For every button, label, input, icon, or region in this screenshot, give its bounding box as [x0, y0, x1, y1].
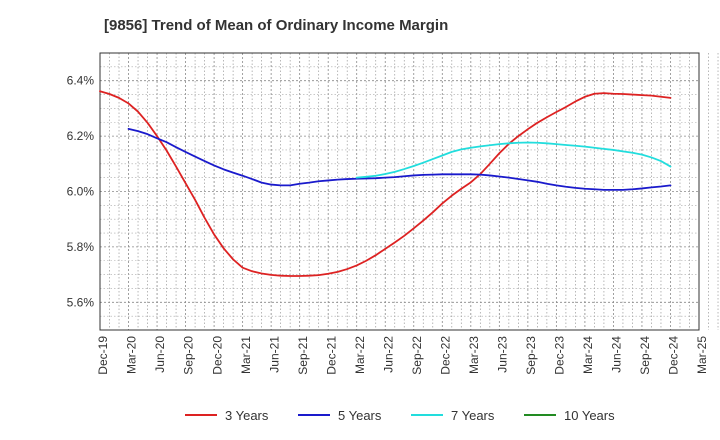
x-tick-label: Jun-21	[267, 336, 281, 373]
series-lines	[99, 90, 672, 277]
x-tick-label: Mar-25	[695, 336, 709, 374]
x-tick-label: Dec-21	[324, 336, 338, 375]
grid	[100, 52, 719, 330]
x-tick-label: Dec-23	[553, 336, 567, 375]
x-tick-label: Jun-23	[496, 336, 510, 373]
x-tick-label: Mar-23	[467, 336, 481, 374]
x-tick-label: Dec-19	[96, 336, 110, 375]
legend-label-3-years: 3 Years	[225, 408, 269, 423]
x-tick-label: Sep-23	[524, 336, 538, 375]
x-tick-label: Mar-24	[581, 336, 595, 374]
y-tick-label: 5.8%	[67, 240, 95, 254]
y-tick-label: 6.0%	[67, 185, 95, 199]
x-tick-label: Mar-22	[353, 336, 367, 374]
series-line-5-years	[127, 128, 672, 191]
chart-title: [9856] Trend of Mean of Ordinary Income …	[104, 17, 448, 34]
legend-label-10-years: 10 Years	[564, 408, 615, 423]
x-tick-label: Dec-24	[667, 336, 681, 375]
x-tick-label: Dec-22	[438, 336, 452, 375]
x-tick-label: Jun-22	[381, 336, 395, 373]
x-tick-label: Sep-21	[296, 336, 310, 375]
y-tick-label: 6.4%	[67, 74, 95, 88]
y-tick-label: 5.6%	[67, 295, 95, 309]
plot-frame	[99, 52, 700, 331]
x-tick-label: Sep-22	[410, 336, 424, 375]
legend: 3 Years 5 Years 7 Years 10 Years	[185, 408, 615, 423]
x-axis-ticks: Dec-19 Mar-20 Jun-20 Sep-20 Dec-20 Mar-21 Jun-…	[96, 336, 709, 375]
series-line-3-years	[99, 90, 672, 277]
y-tick-label: 6.2%	[67, 129, 95, 143]
x-tick-label: Mar-20	[125, 336, 139, 374]
legend-label-7-years: 7 Years	[451, 408, 495, 423]
legend-label-5-years: 5 Years	[338, 408, 382, 423]
x-tick-label: Sep-24	[638, 336, 652, 375]
series-line-7-years	[355, 141, 672, 179]
x-tick-label: Jun-20	[153, 336, 167, 373]
x-tick-label: Jun-24	[610, 336, 624, 373]
x-tick-label: Mar-21	[239, 336, 253, 374]
x-tick-label: Dec-20	[210, 336, 224, 375]
x-tick-label: Sep-20	[182, 336, 196, 375]
y-axis-ticks: 5.6% 5.8% 6.0% 6.2% 6.4%	[67, 74, 95, 310]
